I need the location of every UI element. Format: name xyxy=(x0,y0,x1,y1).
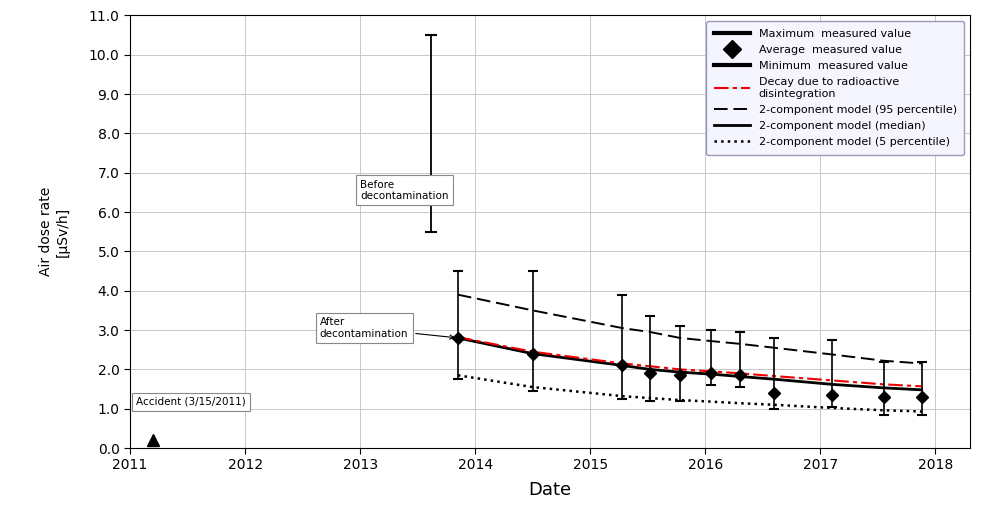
2-component model (95 percentile) xyxy=(705,338,717,344)
2-component model (5 percentile) xyxy=(878,407,890,414)
Decay due to radioactive
disintegration xyxy=(527,349,539,355)
2-component model (median) xyxy=(527,351,539,357)
Decay due to radioactive
disintegration xyxy=(916,383,928,389)
2-component model (median) xyxy=(674,369,686,375)
2-component model (5 percentile) xyxy=(916,408,928,415)
Line: 2-component model (median): 2-component model (median) xyxy=(458,338,922,390)
2-component model (5 percentile) xyxy=(826,405,838,411)
Line: Decay due to radioactive
disintegration: Decay due to radioactive disintegration xyxy=(458,337,922,386)
2-component model (median) xyxy=(644,366,656,372)
Decay due to radioactive
disintegration xyxy=(768,373,780,379)
2-component model (5 percentile) xyxy=(674,397,686,403)
Decay due to radioactive
disintegration xyxy=(452,334,464,340)
2-component model (95 percentile) xyxy=(527,307,539,314)
Text: Air dose rate
[μSv/h]: Air dose rate [μSv/h] xyxy=(39,187,70,277)
Text: After
decontamination: After decontamination xyxy=(320,317,454,339)
Text: Accident (3/15/2011): Accident (3/15/2011) xyxy=(136,397,246,407)
2-component model (5 percentile) xyxy=(734,400,746,406)
2-component model (95 percentile) xyxy=(644,329,656,335)
2-component model (median) xyxy=(916,387,928,393)
Decay due to radioactive
disintegration xyxy=(616,360,628,367)
2-component model (5 percentile) xyxy=(768,402,780,408)
2-component model (95 percentile) xyxy=(826,351,838,357)
2-component model (5 percentile) xyxy=(705,399,717,405)
2-component model (95 percentile) xyxy=(452,291,464,298)
2-component model (95 percentile) xyxy=(916,360,928,367)
2-component model (median) xyxy=(768,376,780,382)
Line: 2-component model (5 percentile): 2-component model (5 percentile) xyxy=(458,375,922,411)
2-component model (median) xyxy=(826,381,838,387)
2-component model (5 percentile) xyxy=(616,393,628,399)
2-component model (median) xyxy=(705,371,717,377)
X-axis label: Date: Date xyxy=(528,481,572,499)
2-component model (median) xyxy=(452,335,464,341)
2-component model (95 percentile) xyxy=(616,325,628,331)
Decay due to radioactive
disintegration xyxy=(878,381,890,387)
2-component model (5 percentile) xyxy=(452,372,464,379)
Decay due to radioactive
disintegration xyxy=(734,370,746,376)
Line: 2-component model (95 percentile): 2-component model (95 percentile) xyxy=(458,295,922,364)
2-component model (95 percentile) xyxy=(768,345,780,351)
Decay due to radioactive
disintegration xyxy=(644,363,656,369)
Legend: Maximum  measured value, Average  measured value, Minimum  measured value, Decay: Maximum measured value, Average measured… xyxy=(706,21,964,155)
Text: Before
decontamination: Before decontamination xyxy=(360,180,449,201)
Decay due to radioactive
disintegration xyxy=(705,368,717,374)
2-component model (5 percentile) xyxy=(527,384,539,390)
Decay due to radioactive
disintegration xyxy=(674,366,686,372)
2-component model (95 percentile) xyxy=(674,335,686,341)
2-component model (95 percentile) xyxy=(878,357,890,364)
2-component model (5 percentile) xyxy=(644,395,656,401)
2-component model (95 percentile) xyxy=(734,341,746,347)
2-component model (median) xyxy=(616,363,628,369)
2-component model (median) xyxy=(878,385,890,391)
Decay due to radioactive
disintegration xyxy=(826,377,838,384)
2-component model (median) xyxy=(734,373,746,380)
